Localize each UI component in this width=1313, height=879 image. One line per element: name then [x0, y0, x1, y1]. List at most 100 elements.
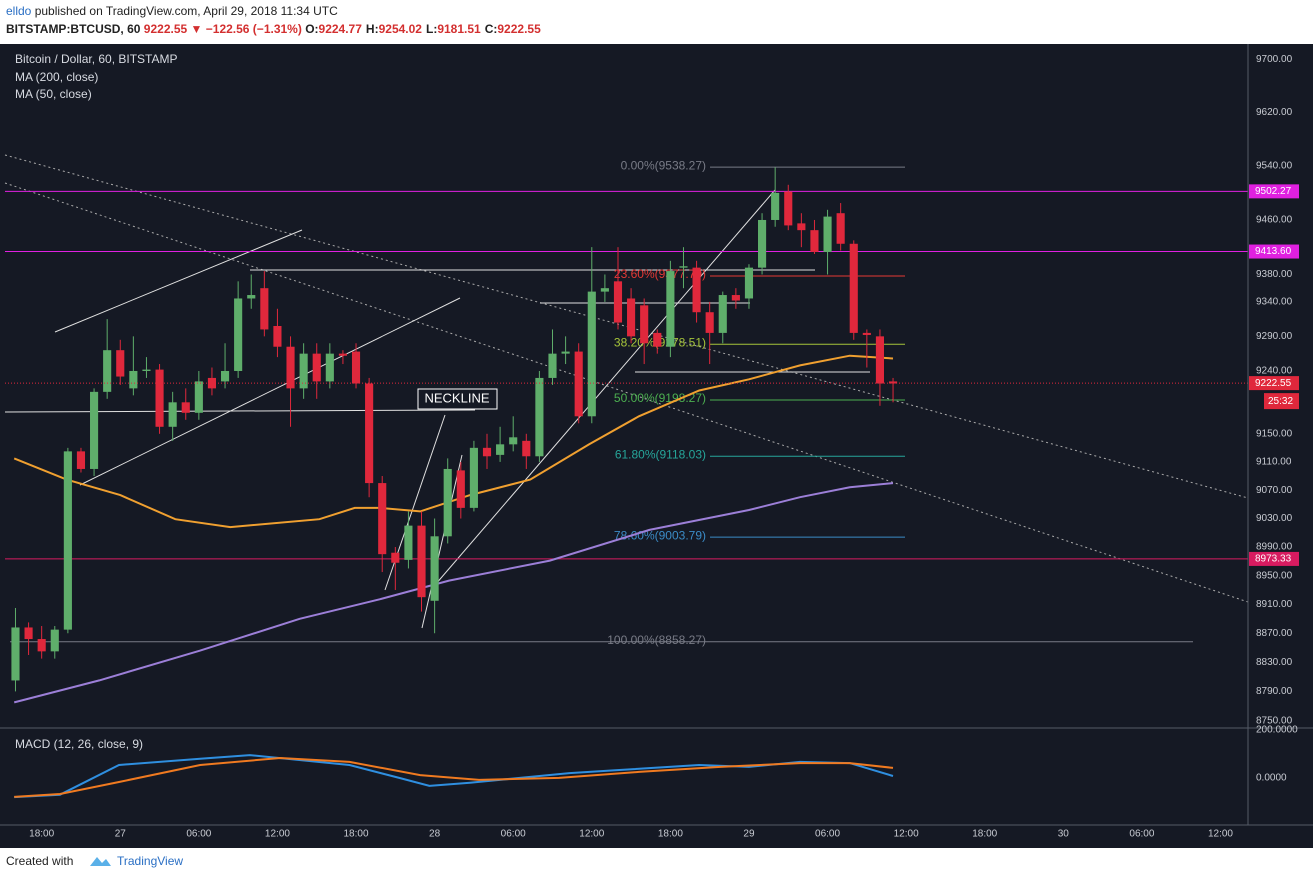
- y-tick-label: 8750.00: [1256, 715, 1293, 726]
- fib-label: 61.80%(9118.03): [615, 447, 706, 461]
- ohlc-value: 9222.55: [497, 22, 541, 36]
- candle-body: [129, 370, 138, 389]
- price-label-box: [1249, 184, 1299, 199]
- candle-body: [443, 468, 452, 537]
- y-tick-label: 9340.00: [1256, 297, 1293, 308]
- x-tick-label: 12:00: [1208, 829, 1233, 840]
- candle-body: [312, 353, 321, 382]
- candle-body: [286, 346, 295, 389]
- created: Created with: [6, 854, 74, 868]
- candle-body: [522, 440, 531, 457]
- logo: [90, 857, 111, 866]
- chart-title: Bitcoin / Dollar, 60, BITSTAMP: [15, 52, 178, 66]
- candle-body: [849, 243, 858, 333]
- candle-body: [63, 451, 72, 630]
- y-tick-label: 9150.00: [1256, 428, 1293, 439]
- ohlc-value: 9224.77: [318, 22, 362, 36]
- candle-body: [613, 281, 623, 323]
- trend-line: [4, 182, 1249, 603]
- background: [0, 44, 1313, 848]
- candle-body: [653, 332, 662, 347]
- candle-body: [718, 295, 727, 333]
- y-tick-label: 9460.00: [1256, 215, 1293, 226]
- candle-body: [810, 230, 819, 252]
- candle-body: [234, 298, 243, 371]
- chart: 0.00%(9538.27)23.60%(9377.79)38.20%(9278…: [0, 44, 1313, 848]
- candle-body: [456, 470, 465, 508]
- x-tick-label: 29: [743, 829, 755, 840]
- fib-label: 23.60%(9377.79): [614, 267, 706, 281]
- y-tick-label: 8870.00: [1256, 628, 1293, 639]
- legend-entry: MA (200, close): [15, 70, 98, 84]
- change: −122.56 (−1.31%): [205, 22, 302, 36]
- candle-body: [194, 381, 203, 413]
- candle-body: [797, 223, 806, 231]
- x-tick-label: 12:00: [579, 829, 604, 840]
- ohlc-value: 9254.02: [378, 22, 422, 36]
- fib-label: 100.00%(8858.27): [607, 633, 706, 647]
- candle-body: [325, 353, 334, 382]
- last-price-box: [1249, 376, 1299, 391]
- candle-body: [587, 291, 596, 417]
- candle-body: [90, 391, 99, 469]
- arrow: ▼: [190, 22, 203, 36]
- candle-body: [273, 325, 282, 347]
- candle-body: [482, 447, 492, 457]
- candle-body: [365, 383, 374, 484]
- brand[interactable]: TradingView: [117, 854, 184, 868]
- x-tick-label: 06:00: [501, 829, 526, 840]
- y-tick-label: 8990.00: [1256, 542, 1293, 553]
- candle-body: [247, 295, 256, 299]
- candle-body: [692, 267, 701, 313]
- candle-body: [299, 353, 308, 389]
- y-tick-label: 9380.00: [1256, 269, 1293, 280]
- y-tick-label: 9290.00: [1256, 331, 1293, 342]
- fib-label: 0.00%(9538.27): [621, 158, 706, 172]
- candle-body: [496, 444, 505, 455]
- ohlc-key: H:: [365, 22, 379, 36]
- x-tick-label: 28: [429, 829, 441, 840]
- candle-body: [11, 627, 20, 681]
- candle-body: [417, 525, 426, 598]
- candle-body: [679, 266, 688, 268]
- price-label: 9413.60: [1255, 246, 1292, 257]
- candle-body: [207, 377, 217, 389]
- ohlc: O:9224.77 H:9254.02 L:9181.51 C:9222.55: [305, 22, 545, 36]
- candle-body: [103, 350, 112, 392]
- candle-body: [509, 437, 518, 445]
- last-price-label: 9222.55: [1255, 378, 1292, 389]
- candle-body: [116, 350, 125, 377]
- y-tick-label: 200.0000: [1256, 725, 1298, 736]
- series-line: [13, 482, 894, 704]
- candle-body: [24, 627, 33, 640]
- x-tick-label: 18:00: [658, 829, 683, 840]
- candle-body: [862, 332, 871, 335]
- footer: Created with TradingView: [0, 848, 1313, 879]
- candle-body: [260, 288, 269, 330]
- candle-body: [50, 629, 59, 652]
- candle-body: [758, 219, 767, 268]
- marks: 0.00%(9538.27)23.60%(9377.79)38.20%(9278…: [5, 158, 1248, 799]
- ohlc-key: C:: [484, 22, 498, 36]
- legend-entry: MA (50, close): [15, 87, 92, 101]
- x-tick-label: 18:00: [972, 829, 997, 840]
- y-tick-label: 8910.00: [1256, 599, 1293, 610]
- candle-body: [404, 525, 413, 560]
- candle-body: [875, 336, 885, 384]
- price-label-box: [1249, 551, 1299, 566]
- candle-body: [640, 305, 649, 344]
- candle-body: [666, 271, 675, 347]
- candle-body: [600, 288, 609, 292]
- last: 9222.55: [143, 22, 188, 36]
- neckline-box: [417, 388, 498, 410]
- candle-body: [76, 451, 86, 469]
- candle-body: [181, 402, 190, 413]
- channel-line: [79, 297, 461, 486]
- candle-body: [535, 377, 544, 457]
- author[interactable]: elldo: [6, 4, 32, 18]
- candle-body: [888, 381, 898, 384]
- channel-line: [434, 189, 776, 586]
- published: published on TradingView.com, April 29, …: [34, 4, 338, 18]
- x-tick-label: 12:00: [265, 829, 290, 840]
